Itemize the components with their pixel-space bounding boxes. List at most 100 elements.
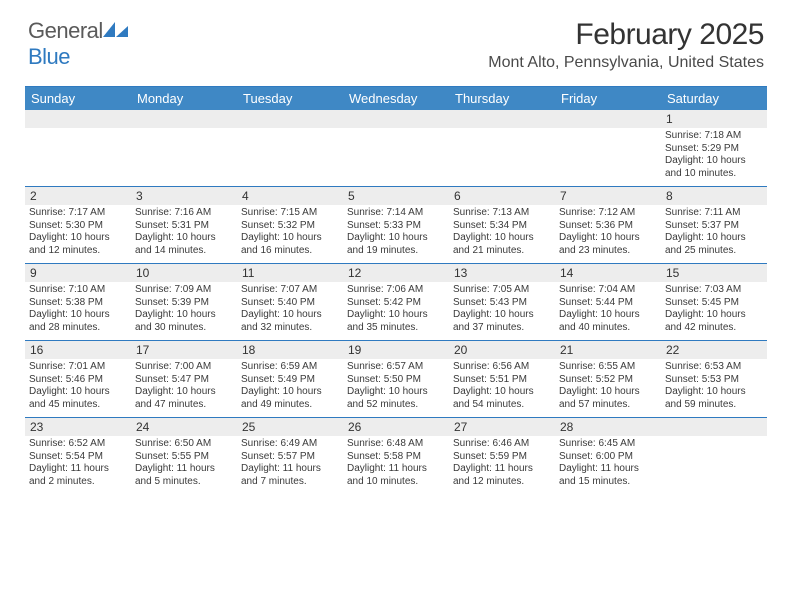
daylight-text: Daylight: 10 hours and 30 minutes. [135,309,233,334]
sail-icon [103,20,129,38]
day-number: 25 [237,418,343,436]
month-title: February 2025 [488,18,764,52]
sunset-text: Sunset: 5:52 PM [559,374,657,387]
day-number: 15 [661,264,767,282]
day-cell [449,110,555,186]
sunset-text: Sunset: 5:58 PM [347,451,445,464]
dow-tuesday: Tuesday [237,87,343,110]
sunset-text: Sunset: 5:43 PM [453,297,551,310]
sunset-text: Sunset: 5:42 PM [347,297,445,310]
sunrise-text: Sunrise: 6:48 AM [347,438,445,451]
day-cell: 10Sunrise: 7:09 AMSunset: 5:39 PMDayligh… [131,264,237,340]
daylight-text: Daylight: 10 hours and 16 minutes. [241,232,339,257]
day-number [343,110,449,128]
day-number: 1 [661,110,767,128]
sunrise-text: Sunrise: 6:53 AM [665,361,763,374]
day-cell: 2Sunrise: 7:17 AMSunset: 5:30 PMDaylight… [25,187,131,263]
sunrise-text: Sunrise: 6:50 AM [135,438,233,451]
sunset-text: Sunset: 5:47 PM [135,374,233,387]
sunset-text: Sunset: 5:51 PM [453,374,551,387]
sunrise-text: Sunrise: 7:00 AM [135,361,233,374]
day-cell [555,110,661,186]
sunset-text: Sunset: 5:44 PM [559,297,657,310]
day-cell: 22Sunrise: 6:53 AMSunset: 5:53 PMDayligh… [661,341,767,417]
day-cell [661,418,767,494]
title-block: February 2025 Mont Alto, Pennsylvania, U… [488,18,764,72]
sunrise-text: Sunrise: 7:07 AM [241,284,339,297]
sunset-text: Sunset: 5:49 PM [241,374,339,387]
day-number: 26 [343,418,449,436]
sunset-text: Sunset: 5:45 PM [665,297,763,310]
daylight-text: Daylight: 10 hours and 10 minutes. [665,155,763,180]
day-number: 23 [25,418,131,436]
daylight-text: Daylight: 10 hours and 21 minutes. [453,232,551,257]
weeks-container: 1Sunrise: 7:18 AMSunset: 5:29 PMDaylight… [25,110,767,494]
day-number: 9 [25,264,131,282]
daylight-text: Daylight: 10 hours and 42 minutes. [665,309,763,334]
day-number: 17 [131,341,237,359]
calendar: Sunday Monday Tuesday Wednesday Thursday… [25,86,767,494]
day-number: 4 [237,187,343,205]
day-number: 16 [25,341,131,359]
day-cell: 24Sunrise: 6:50 AMSunset: 5:55 PMDayligh… [131,418,237,494]
daylight-text: Daylight: 10 hours and 14 minutes. [135,232,233,257]
sunrise-text: Sunrise: 7:10 AM [29,284,127,297]
day-cell: 8Sunrise: 7:11 AMSunset: 5:37 PMDaylight… [661,187,767,263]
sunset-text: Sunset: 5:53 PM [665,374,763,387]
daylight-text: Daylight: 10 hours and 54 minutes. [453,386,551,411]
sunrise-text: Sunrise: 7:01 AM [29,361,127,374]
daylight-text: Daylight: 10 hours and 25 minutes. [665,232,763,257]
daylight-text: Daylight: 10 hours and 45 minutes. [29,386,127,411]
day-cell [131,110,237,186]
sunrise-text: Sunrise: 7:17 AM [29,207,127,220]
daylight-text: Daylight: 11 hours and 10 minutes. [347,463,445,488]
day-cell: 6Sunrise: 7:13 AMSunset: 5:34 PMDaylight… [449,187,555,263]
day-cell: 11Sunrise: 7:07 AMSunset: 5:40 PMDayligh… [237,264,343,340]
sunset-text: Sunset: 6:00 PM [559,451,657,464]
day-number: 5 [343,187,449,205]
day-number [661,418,767,436]
daylight-text: Daylight: 10 hours and 32 minutes. [241,309,339,334]
sunrise-text: Sunrise: 7:11 AM [665,207,763,220]
week-row: 2Sunrise: 7:17 AMSunset: 5:30 PMDaylight… [25,187,767,264]
daylight-text: Daylight: 11 hours and 15 minutes. [559,463,657,488]
daylight-text: Daylight: 10 hours and 37 minutes. [453,309,551,334]
day-number: 18 [237,341,343,359]
day-number [131,110,237,128]
daylight-text: Daylight: 10 hours and 35 minutes. [347,309,445,334]
sunrise-text: Sunrise: 6:56 AM [453,361,551,374]
sunrise-text: Sunrise: 7:14 AM [347,207,445,220]
day-cell: 21Sunrise: 6:55 AMSunset: 5:52 PMDayligh… [555,341,661,417]
sunrise-text: Sunrise: 7:13 AM [453,207,551,220]
sunset-text: Sunset: 5:33 PM [347,220,445,233]
sunrise-text: Sunrise: 7:06 AM [347,284,445,297]
day-cell: 1Sunrise: 7:18 AMSunset: 5:29 PMDaylight… [661,110,767,186]
day-cell: 17Sunrise: 7:00 AMSunset: 5:47 PMDayligh… [131,341,237,417]
sunset-text: Sunset: 5:59 PM [453,451,551,464]
day-number: 3 [131,187,237,205]
day-cell: 12Sunrise: 7:06 AMSunset: 5:42 PMDayligh… [343,264,449,340]
week-row: 16Sunrise: 7:01 AMSunset: 5:46 PMDayligh… [25,341,767,418]
day-number: 8 [661,187,767,205]
day-number [237,110,343,128]
sunrise-text: Sunrise: 7:03 AM [665,284,763,297]
dow-thursday: Thursday [449,87,555,110]
day-number [25,110,131,128]
day-cell: 14Sunrise: 7:04 AMSunset: 5:44 PMDayligh… [555,264,661,340]
header: General Blue February 2025 Mont Alto, Pe… [0,0,792,80]
week-row: 23Sunrise: 6:52 AMSunset: 5:54 PMDayligh… [25,418,767,494]
brand-logo: General Blue [28,18,129,70]
day-number: 14 [555,264,661,282]
daylight-text: Daylight: 11 hours and 7 minutes. [241,463,339,488]
sunset-text: Sunset: 5:57 PM [241,451,339,464]
day-number: 27 [449,418,555,436]
day-number: 21 [555,341,661,359]
sunset-text: Sunset: 5:55 PM [135,451,233,464]
brand-text-general: General [28,18,103,43]
sunrise-text: Sunrise: 7:05 AM [453,284,551,297]
day-cell [343,110,449,186]
week-row: 1Sunrise: 7:18 AMSunset: 5:29 PMDaylight… [25,110,767,187]
day-number: 28 [555,418,661,436]
day-number: 7 [555,187,661,205]
brand-text-blue: Blue [28,44,70,69]
